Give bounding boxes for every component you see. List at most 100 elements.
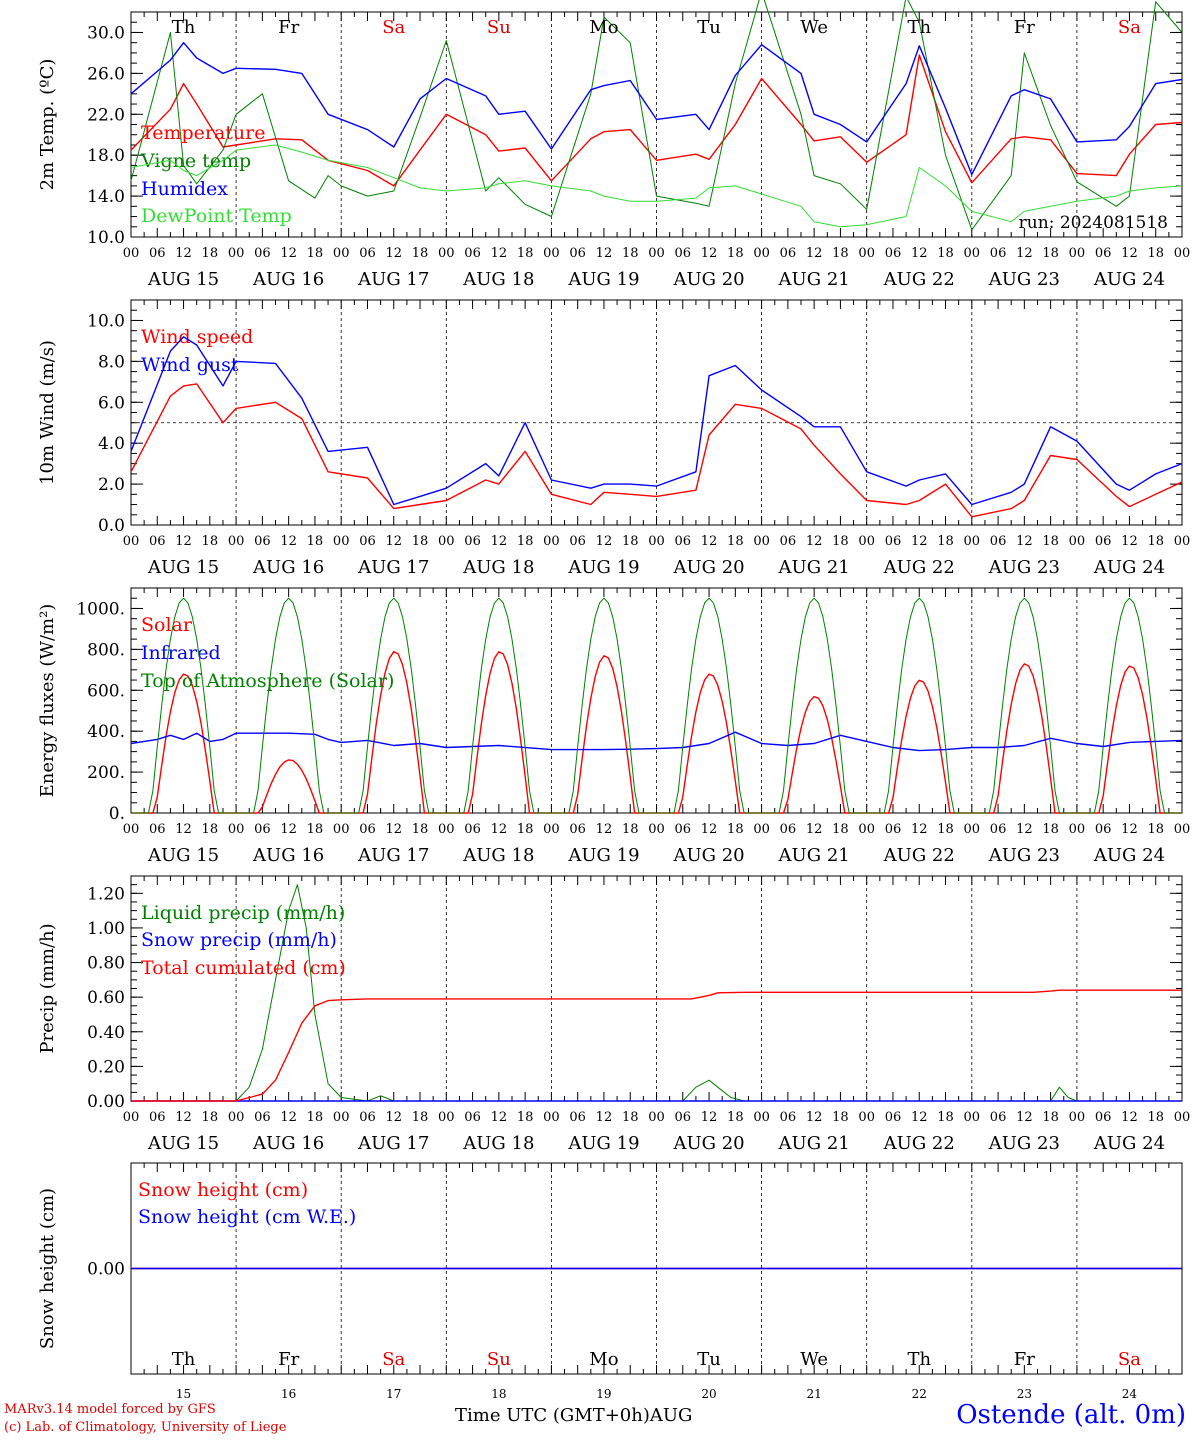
hour-tick-label: 06 [149, 1110, 166, 1125]
hour-tick-label: 00 [1069, 1110, 1086, 1125]
date-label: AUG 15 [147, 845, 219, 866]
legend-label-0: Wind speed [141, 326, 253, 348]
hour-tick-label: 12 [385, 1110, 402, 1125]
hour-tick-label: 00 [333, 534, 350, 549]
hour-tick-label: 06 [359, 1110, 376, 1125]
day-number-label: 22 [912, 1387, 927, 1401]
y-tick-label: 22.0 [87, 105, 125, 125]
hour-tick-label: 06 [780, 246, 797, 261]
hour-tick-label: 18 [937, 246, 954, 261]
hour-tick-label: 00 [753, 1110, 770, 1125]
date-label: AUG 21 [778, 557, 850, 578]
legend-label-1: Wind gust [141, 354, 239, 376]
hour-tick-label: 18 [517, 822, 534, 837]
hour-tick-label: 12 [491, 534, 508, 549]
hour-tick-label: 00 [123, 822, 140, 837]
hour-tick-label: 00 [438, 822, 455, 837]
hour-tick-label: 12 [596, 822, 613, 837]
date-label: AUG 17 [357, 845, 429, 866]
hour-tick-label: 18 [517, 534, 534, 549]
day-name-label: Th [907, 1349, 931, 1370]
hour-tick-label: 12 [701, 534, 718, 549]
legend-label-2: Top of Atmosphere (Solar) [141, 670, 394, 692]
hour-tick-label: 00 [753, 534, 770, 549]
date-label: AUG 20 [672, 557, 744, 578]
date-label: AUG 17 [357, 1133, 429, 1154]
y-tick-label: 1.20 [87, 884, 125, 904]
date-label: AUG 24 [1093, 269, 1165, 290]
hour-tick-label: 06 [780, 1110, 797, 1125]
hour-tick-label: 12 [596, 534, 613, 549]
hour-tick-label: 00 [964, 1110, 981, 1125]
hour-tick-label: 06 [885, 1110, 902, 1125]
y-tick-label: 0.80 [87, 954, 125, 974]
date-label: AUG 22 [883, 845, 955, 866]
panel-5: 0.00 Snow height (cm) Snow height (cm) Snow… [37, 1162, 1183, 1401]
hour-tick-label: 12 [806, 246, 823, 261]
hour-tick-label: 06 [464, 534, 481, 549]
hour-tick-label: 12 [911, 534, 928, 549]
hour-tick-label: 18 [832, 534, 849, 549]
hour-tick-label: 12 [491, 246, 508, 261]
date-label: AUG 16 [252, 1133, 324, 1154]
y-tick-label: 8.0 [98, 352, 125, 372]
hour-tick-label: 18 [1147, 822, 1164, 837]
y-axis-title: Energy fluxes (W/m²) [37, 604, 58, 798]
date-label: AUG 19 [567, 557, 639, 578]
hour-tick-label: 12 [280, 822, 297, 837]
hour-tick-label: 00 [753, 246, 770, 261]
hour-tick-label: 06 [780, 534, 797, 549]
hour-tick-label: 06 [359, 534, 376, 549]
hour-tick-label: 18 [1042, 1110, 1059, 1125]
plot-frame [130, 299, 1183, 526]
y-tick-label: 200. [87, 763, 125, 783]
y-tick-label: 600. [87, 681, 125, 701]
hour-tick-label: 18 [307, 1110, 324, 1125]
y-tick-label: 1.00 [87, 919, 125, 939]
hour-tick-label: 00 [333, 1110, 350, 1125]
date-label: AUG 22 [883, 269, 955, 290]
hour-tick-label: 00 [1069, 534, 1086, 549]
hour-tick-label: 00 [753, 822, 770, 837]
hour-tick-label: 12 [491, 822, 508, 837]
panel-1: 10.0 14.0 18.0 22.0 26.0 30.0 2m Temp. (ºC) Tem… [37, 0, 1190, 290]
day-name-label: Sa [1118, 1349, 1141, 1370]
date-label: AUG 24 [1093, 557, 1165, 578]
hour-tick-label: 12 [596, 246, 613, 261]
date-label: AUG 20 [672, 1133, 744, 1154]
hour-tick-label: 18 [832, 246, 849, 261]
x-axis-title: Time UTC (GMT+0h)AUG [455, 1405, 692, 1426]
hour-tick-label: 06 [1095, 534, 1112, 549]
hour-tick-label: 12 [385, 246, 402, 261]
hour-tick-label: 00 [964, 822, 981, 837]
hour-tick-label: 00 [543, 1110, 560, 1125]
hour-tick-label: 06 [990, 246, 1007, 261]
hour-tick-label: 12 [1016, 822, 1033, 837]
hour-tick-label: 18 [1147, 534, 1164, 549]
y-axis-title: Snow height (cm) [37, 1188, 58, 1349]
hour-tick-label: 00 [333, 246, 350, 261]
date-label: AUG 18 [462, 557, 534, 578]
hour-tick-label: 12 [175, 534, 192, 549]
day-number-label: 24 [1122, 1387, 1138, 1401]
hour-tick-label: 12 [175, 822, 192, 837]
hour-tick-label: 00 [228, 1110, 245, 1125]
hour-tick-label: 18 [622, 1110, 639, 1125]
hour-tick-label: 00 [964, 246, 981, 261]
y-tick-label: 4.0 [98, 434, 125, 454]
hour-tick-label: 00 [123, 534, 140, 549]
hour-tick-label: 12 [491, 1110, 508, 1125]
hour-tick-label: 06 [780, 822, 797, 837]
day-name-label: Su [487, 17, 511, 38]
legend-label-3: DewPoint Temp [141, 205, 292, 227]
hour-tick-label-final: 00 [1174, 1110, 1191, 1125]
y-tick-label: 0.20 [87, 1057, 125, 1077]
date-label: AUG 22 [883, 557, 955, 578]
date-label: AUG 16 [252, 557, 324, 578]
hour-tick-label: 18 [727, 246, 744, 261]
hour-tick-label: 18 [202, 822, 219, 837]
y-tick-label: 10.0 [87, 228, 125, 248]
day-name-label: Sa [382, 1349, 405, 1370]
y-tick-label: 800. [87, 640, 125, 660]
